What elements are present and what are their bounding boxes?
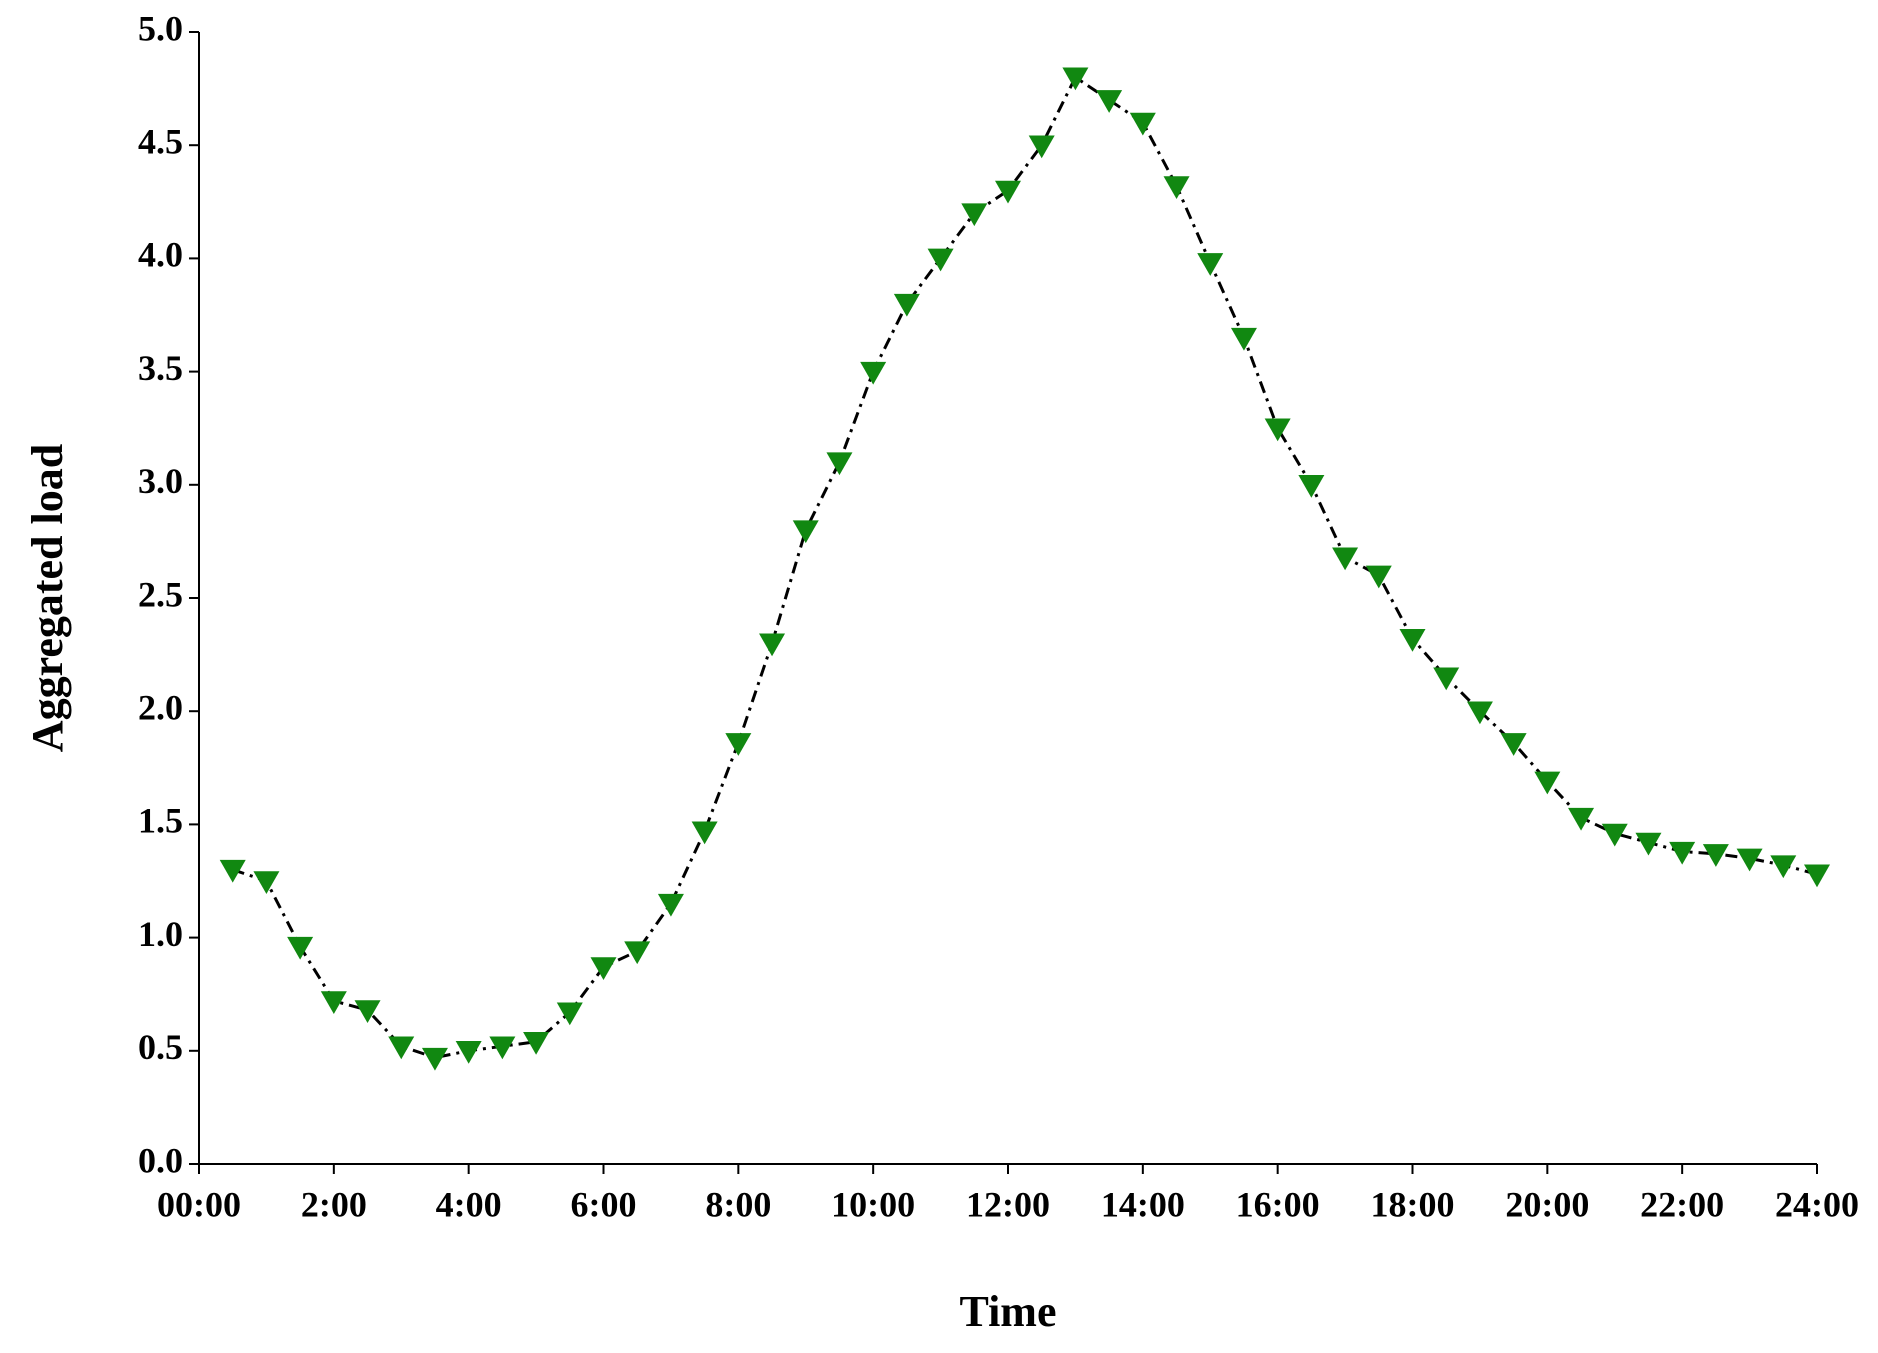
marker [995, 180, 1021, 204]
marker [1298, 475, 1325, 498]
y-tick-label: 2.5 [138, 574, 183, 614]
marker [860, 361, 887, 385]
marker [253, 871, 280, 894]
marker [455, 1041, 482, 1064]
marker [1770, 855, 1797, 879]
x-tick-label: 4:00 [436, 1184, 502, 1224]
marker [489, 1036, 516, 1060]
marker [287, 936, 314, 960]
marker [320, 991, 347, 1014]
marker [1230, 327, 1257, 351]
marker [354, 1000, 381, 1024]
marker [657, 893, 684, 917]
y-tick-label: 3.0 [138, 461, 183, 501]
marker [1197, 253, 1224, 276]
y-tick-label: 0.5 [138, 1027, 183, 1067]
x-tick-label: 14:00 [1101, 1184, 1185, 1224]
marker [556, 1002, 583, 1026]
y-tick-label: 2.0 [138, 687, 183, 727]
x-tick-label: 6:00 [571, 1184, 637, 1224]
marker [1702, 844, 1729, 867]
marker [1466, 701, 1493, 725]
marker [590, 957, 617, 981]
marker [1062, 67, 1089, 91]
x-tick-label: 16:00 [1236, 1184, 1320, 1224]
marker [826, 452, 853, 476]
series-line [232, 75, 1818, 1060]
x-tick-label: 00:00 [157, 1184, 241, 1224]
marker [1500, 733, 1527, 756]
marker [792, 520, 819, 544]
marker [1804, 864, 1830, 888]
y-tick-label: 1.5 [138, 801, 183, 841]
marker [893, 293, 920, 317]
y-tick-label: 3.5 [138, 348, 183, 388]
y-tick-label: 4.0 [138, 235, 183, 275]
marker [1264, 418, 1291, 442]
x-tick-label: 8:00 [705, 1184, 771, 1224]
marker [1736, 848, 1763, 872]
x-tick-label: 24:00 [1775, 1184, 1859, 1224]
y-tick-label: 5.0 [138, 8, 183, 48]
marker [927, 248, 954, 272]
marker [759, 633, 786, 657]
marker [1365, 565, 1392, 589]
marker [523, 1031, 550, 1055]
marker [388, 1036, 415, 1060]
marker [1096, 90, 1123, 113]
marker [1399, 629, 1426, 652]
marker [691, 821, 718, 845]
y-tick-label: 4.5 [138, 121, 183, 161]
x-tick-label: 22:00 [1640, 1184, 1724, 1224]
marker [1332, 547, 1359, 571]
marker [624, 941, 651, 965]
x-tick-label: 12:00 [966, 1184, 1050, 1224]
marker [961, 203, 988, 227]
marker [1534, 771, 1561, 795]
marker [1028, 135, 1055, 159]
marker [1669, 841, 1696, 865]
marker [1601, 823, 1628, 847]
marker [1129, 112, 1156, 136]
marker [1568, 807, 1595, 831]
x-tick-label: 20:00 [1505, 1184, 1589, 1224]
y-tick-label: 1.0 [138, 914, 183, 954]
x-tick-label: 18:00 [1371, 1184, 1455, 1224]
marker [1163, 176, 1190, 199]
marker [421, 1047, 448, 1071]
marker [1433, 667, 1460, 691]
x-tick-label: 10:00 [831, 1184, 915, 1224]
marker [219, 859, 246, 883]
marker [1635, 832, 1662, 856]
y-tick-label: 0.0 [138, 1140, 183, 1180]
marker [725, 733, 752, 756]
y-axis-title: Aggregated load [23, 444, 72, 752]
x-tick-label: 2:00 [301, 1184, 367, 1224]
x-axis-title: Time [960, 1287, 1057, 1336]
